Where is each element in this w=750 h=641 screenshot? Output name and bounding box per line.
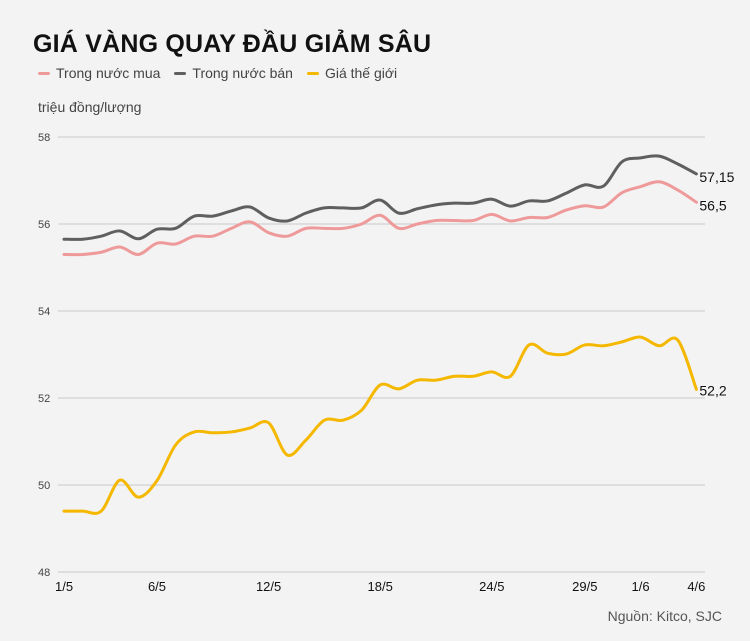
x-tick-label: 18/5 xyxy=(368,579,393,594)
series-line-2 xyxy=(62,335,698,515)
series-line-0 xyxy=(62,180,698,257)
y-tick-label: 48 xyxy=(38,567,50,579)
legend-swatch xyxy=(174,71,187,75)
legend-item-buy: Trong nước mua xyxy=(38,65,160,81)
x-tick-label: 1/5 xyxy=(55,579,73,594)
y-tick-label: 58 xyxy=(38,132,50,144)
end-value-label: 52,2 xyxy=(699,382,726,398)
source-note: Nguồn: Kitco, SJC xyxy=(607,608,722,624)
series-line-1 xyxy=(62,154,698,241)
y-tick-label: 56 xyxy=(38,219,50,231)
y-axis-label: triệu đồng/lượng xyxy=(38,99,142,115)
legend-label: Trong nước mua xyxy=(56,65,161,81)
y-tick-label: 50 xyxy=(38,480,50,492)
y-tick-label: 54 xyxy=(38,306,50,318)
legend-item-sell: Trong nước bán xyxy=(174,65,293,81)
x-tick-label: 4/6 xyxy=(687,579,705,594)
x-tick-label: 29/5 xyxy=(572,579,597,594)
x-tick-label: 6/5 xyxy=(148,579,166,594)
x-tick-label: 24/5 xyxy=(479,579,504,594)
legend: Trong nước mua Trong nước bán Giá thế gi… xyxy=(38,65,397,81)
legend-item-world: Giá thế giới xyxy=(306,65,398,81)
legend-label: Trong nước bán xyxy=(192,65,293,81)
y-tick-label: 52 xyxy=(38,393,50,405)
end-value-label: 57,15 xyxy=(699,169,734,185)
end-value-label: 56,5 xyxy=(699,197,726,213)
legend-label: Giá thế giới xyxy=(324,65,398,81)
chart-title: GIÁ VÀNG QUAY ĐẦU GIẢM SÂU xyxy=(33,30,432,58)
x-tick-label: 1/6 xyxy=(632,579,650,594)
legend-swatch xyxy=(38,71,50,75)
x-tick-label: 12/5 xyxy=(256,579,281,594)
legend-swatch xyxy=(306,71,319,75)
